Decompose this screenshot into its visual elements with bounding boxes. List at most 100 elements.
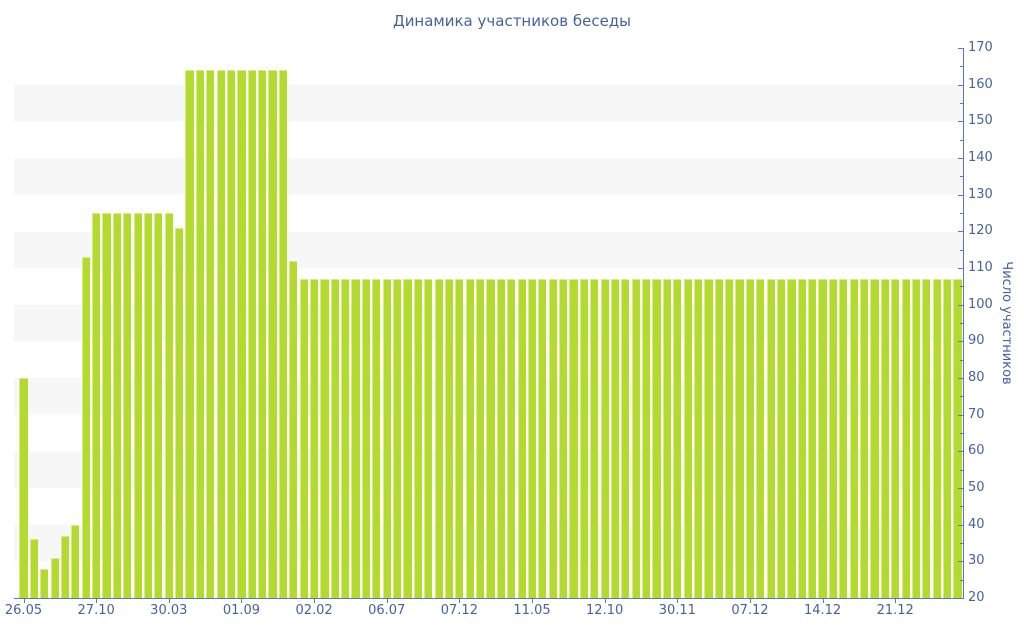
bar[interactable] [548,279,557,598]
bar[interactable] [901,279,910,598]
bar[interactable] [600,279,609,598]
bar[interactable] [569,279,578,598]
bar[interactable] [278,70,288,598]
bar[interactable] [943,279,952,598]
y-axis-label: 100 [968,296,993,312]
bar[interactable] [444,279,454,598]
bar[interactable] [610,279,620,598]
bar[interactable] [559,279,568,598]
bar[interactable] [164,213,173,598]
bar[interactable] [932,279,941,598]
y-axis-label: 160 [968,76,993,92]
bar[interactable] [745,279,755,598]
bar[interactable] [372,279,381,598]
bar[interactable] [839,279,848,598]
bar[interactable] [797,279,806,598]
x-axis-label: 07.12 [440,603,478,618]
y-axis-label: 170 [968,40,993,55]
bar[interactable] [725,279,734,598]
bar[interactable] [455,279,464,598]
bar[interactable] [40,568,49,598]
bar[interactable] [828,279,838,598]
bar[interactable] [507,279,516,598]
bar[interactable] [476,279,485,598]
bar[interactable] [860,279,869,598]
bar[interactable] [631,279,640,598]
bar[interactable] [849,279,858,598]
bar[interactable] [413,279,422,598]
bar[interactable] [361,279,371,598]
bar[interactable] [299,279,308,598]
y-tick-mark-major [958,194,963,196]
bar[interactable] [590,279,599,598]
bar[interactable] [102,213,111,598]
y-axis-label: 80 [968,370,985,385]
bar[interactable] [642,279,651,598]
bar[interactable] [517,279,526,598]
bar[interactable] [465,279,474,598]
bar[interactable] [486,279,495,598]
bar[interactable] [351,279,360,598]
bar[interactable] [538,279,547,598]
bar[interactable] [71,524,80,598]
bar[interactable] [434,279,443,598]
bar[interactable] [662,279,671,598]
bar[interactable] [714,279,723,598]
bar[interactable] [185,70,194,598]
bar[interactable] [776,279,786,598]
bar[interactable] [673,279,682,598]
bar[interactable] [143,213,153,598]
bar[interactable] [787,279,796,598]
bar[interactable] [92,213,101,598]
bar[interactable] [216,70,225,598]
bar[interactable] [309,279,319,598]
bar[interactable] [870,279,879,598]
bar[interactable] [341,279,350,598]
bar[interactable] [922,279,931,598]
bar[interactable] [330,279,339,598]
bar[interactable] [693,279,703,598]
y-tick-mark-major [958,84,963,86]
bar[interactable] [195,70,204,598]
bar[interactable] [683,279,692,598]
bar[interactable] [175,227,184,598]
bar[interactable] [29,539,38,598]
bar[interactable] [621,279,630,598]
bar[interactable] [382,279,391,598]
y-tick-mark-major [958,231,963,233]
bar[interactable] [496,279,505,598]
bar[interactable] [123,213,132,598]
bar[interactable] [154,213,163,598]
bar[interactable] [953,279,962,598]
y-tick-mark-minor [960,286,963,288]
bar[interactable] [268,70,277,598]
bar[interactable] [403,279,412,598]
bar[interactable] [60,535,70,598]
bar[interactable] [579,279,588,598]
bar[interactable] [424,279,433,598]
bar[interactable] [237,70,246,598]
bar[interactable] [756,279,765,598]
bar[interactable] [289,260,298,598]
bar[interactable] [247,70,256,598]
bar[interactable] [133,213,142,598]
bar[interactable] [527,279,537,598]
bar[interactable] [81,257,90,598]
bar[interactable] [19,378,28,598]
bar[interactable] [818,279,827,598]
bar[interactable] [320,279,329,598]
bar[interactable] [393,279,402,598]
bar[interactable] [652,279,661,598]
bar[interactable] [112,213,121,598]
bar[interactable] [258,70,267,598]
bar[interactable] [880,279,889,598]
bar[interactable] [50,557,59,598]
bar[interactable] [808,279,817,598]
bar[interactable] [891,279,900,598]
bar[interactable] [226,70,236,598]
bar[interactable] [911,279,921,598]
bar[interactable] [766,279,775,598]
bar[interactable] [206,70,215,598]
bar[interactable] [704,279,713,598]
bar[interactable] [735,279,744,598]
